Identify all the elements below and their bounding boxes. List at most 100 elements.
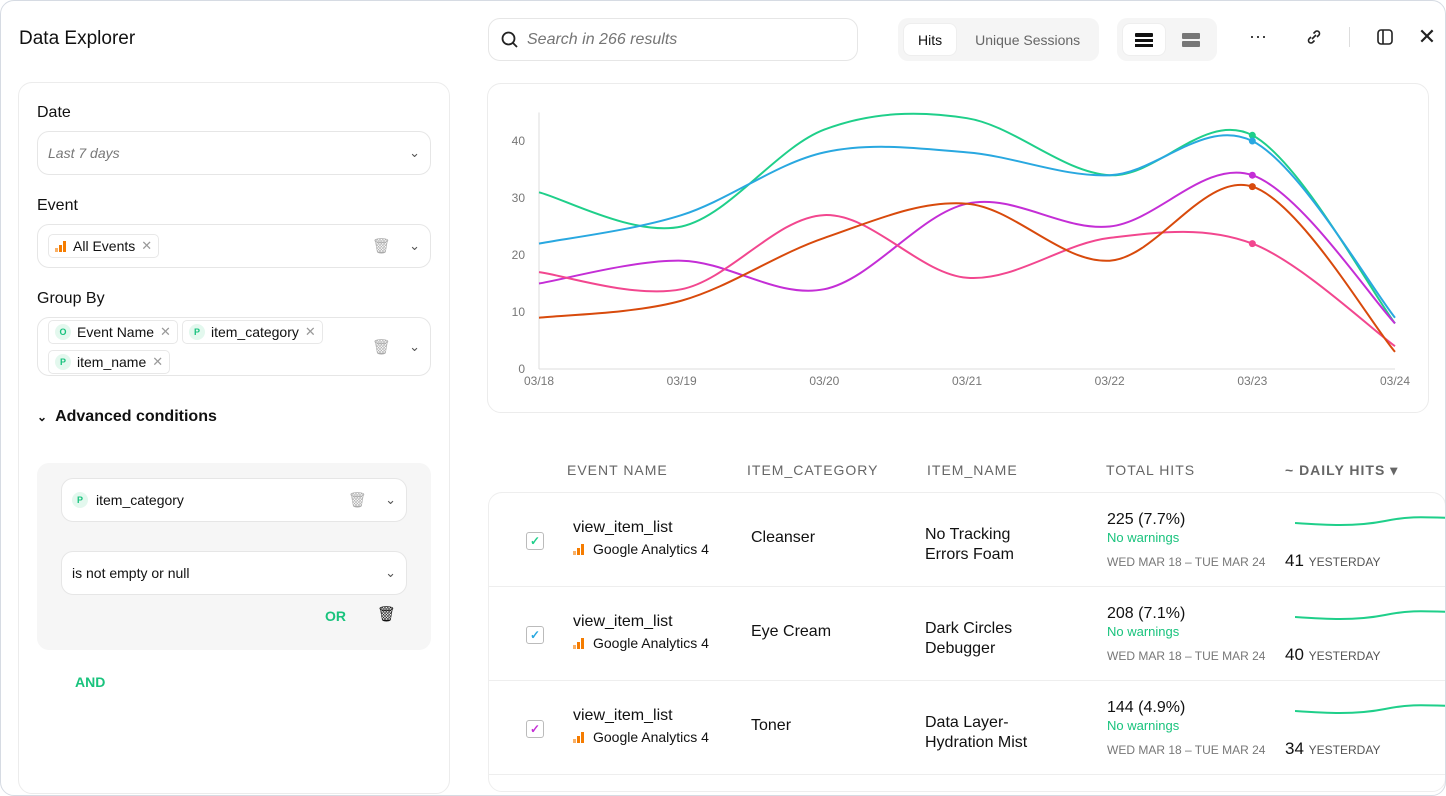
metric-toggle: Hits Unique Sessions <box>898 18 1100 61</box>
group-chip-event-name[interactable]: O Event Name ✕ <box>48 319 178 344</box>
more-icon[interactable]: ··· <box>1249 25 1267 46</box>
remove-icon[interactable]: ✕ <box>152 353 164 369</box>
search-icon <box>501 31 518 48</box>
condition-property-select[interactable]: P item_category 🗑 ⌄ <box>61 478 407 522</box>
yesterday-hits: 40 YESTERDAY <box>1285 645 1380 665</box>
and-button[interactable]: AND <box>75 674 106 690</box>
tab-unique-sessions[interactable]: Unique Sessions <box>975 31 1081 48</box>
remove-icon[interactable]: ✕ <box>304 323 316 339</box>
table-row[interactable]: ✓ view_item_list Google Analytics 4 Eye … <box>489 586 1445 679</box>
google-analytics-icon <box>55 240 67 252</box>
total-hits: 225 (7.7%) <box>1107 511 1186 528</box>
close-icon[interactable]: ✕ <box>1417 24 1437 49</box>
series-line-2 <box>538 171 1396 325</box>
view-toggle <box>1117 18 1217 61</box>
row-checkbox[interactable]: ✓ <box>526 532 544 550</box>
search-input[interactable] <box>527 30 827 49</box>
delete-condition-icon[interactable]: 🗑 <box>377 606 397 623</box>
yesterday-hits: 41 YESTERDAY <box>1285 551 1380 571</box>
row-checkbox[interactable]: ✓ <box>526 720 544 738</box>
x-tick-label: 03/18 <box>524 374 554 388</box>
sidebar-toggle-icon[interactable] <box>1370 22 1400 52</box>
item-category: Cleanser <box>751 529 816 546</box>
list-compact-icon <box>1135 32 1153 47</box>
expanded-view-button[interactable] <box>1170 23 1212 56</box>
y-tick-label: 30 <box>512 191 526 205</box>
date-range: WED MAR 18 – TUE MAR 24 <box>1107 555 1266 569</box>
condition-operator-select[interactable]: is not empty or null ⌄ <box>61 551 407 595</box>
chevron-down-icon: ⌄ <box>37 410 48 424</box>
y-tick-label: 40 <box>512 134 526 148</box>
item-category: Eye Cream <box>751 623 832 640</box>
badge-icon: P <box>188 323 205 340</box>
date-select[interactable]: Last 7 days ⌄ <box>37 131 431 175</box>
yesterday-value: 41 <box>1285 551 1304 570</box>
event-chip[interactable]: All Events ✕ <box>48 234 160 258</box>
trash-icon[interactable]: 🗑 <box>372 338 392 356</box>
item-name: No Tracking Errors Foam <box>925 526 1014 563</box>
tab-hits[interactable]: Hits <box>903 23 958 56</box>
row-checkbox[interactable]: ✓ <box>526 626 544 644</box>
yesterday-label: YESTERDAY <box>1308 555 1381 569</box>
column-header-item-name[interactable]: ITEM_NAME <box>927 462 1018 478</box>
yesterday-label: YESTERDAY <box>1308 649 1381 663</box>
warnings-status: No warnings <box>1107 718 1180 733</box>
chevron-down-icon[interactable]: ⌄ <box>385 492 396 507</box>
event-name: view_item_list <box>573 519 673 536</box>
advanced-conditions-toggle[interactable]: ⌄ Advanced conditions <box>37 408 217 426</box>
item-name: Dark Circles Debugger <box>925 620 1013 657</box>
google-analytics-icon <box>573 731 585 743</box>
event-source: Google Analytics 4 <box>573 729 709 745</box>
trash-icon[interactable]: 🗑 <box>348 492 368 509</box>
list-expanded-icon <box>1182 32 1200 47</box>
chevron-down-icon[interactable]: ⌄ <box>409 338 420 354</box>
column-header-total-hits[interactable]: TOTAL HITS <box>1106 462 1196 478</box>
table-row[interactable]: ✓ view_item_list Google Analytics 4 Tone… <box>489 680 1445 773</box>
date-range: WED MAR 18 – TUE MAR 24 <box>1107 743 1266 757</box>
chevron-down-icon[interactable]: ⌄ <box>385 565 396 580</box>
series-line-4 <box>538 183 1396 353</box>
condition-group: P item_category 🗑 ⌄ is not empty or null … <box>37 463 431 650</box>
item-name: Data Layer-Hydration Mist <box>925 714 1028 751</box>
link-icon[interactable] <box>1299 22 1329 52</box>
date-range: WED MAR 18 – TUE MAR 24 <box>1107 649 1266 663</box>
yesterday-value: 34 <box>1285 739 1304 758</box>
table-row[interactable]: ✓ view_item_list Google Analytics 4 Clea… <box>489 493 1445 585</box>
series-line-1 <box>538 134 1396 319</box>
date-label: Date <box>37 104 71 121</box>
warnings-status: No warnings <box>1107 530 1180 545</box>
column-header-event-name[interactable]: EVENT NAME <box>567 462 668 478</box>
remove-icon[interactable]: ✕ <box>160 323 171 339</box>
y-tick-label: 10 <box>512 305 526 319</box>
event-select[interactable]: All Events ✕ 🗑 ⌄ <box>37 224 431 268</box>
series-point-0 <box>1248 131 1256 139</box>
source-label: Google Analytics 4 <box>593 635 709 651</box>
x-tick-label: 03/20 <box>809 374 839 388</box>
chevron-down-icon[interactable]: ⌄ <box>409 238 420 253</box>
trash-icon[interactable]: 🗑 <box>372 238 392 255</box>
column-header-daily-hits[interactable]: ~ DAILY HITS ▾ <box>1285 462 1399 478</box>
chart-card: 0 10 20 30 40 03/18 03/19 03/20 03/21 03/22 03/23 0… <box>487 83 1429 413</box>
yesterday-label: YESTERDAY <box>1308 743 1381 757</box>
total-hits: 144 (4.9%) <box>1107 699 1186 716</box>
series-line-3 <box>538 214 1396 348</box>
y-tick-label: 0 <box>518 362 525 376</box>
badge-icon: P <box>55 353 71 370</box>
or-button[interactable]: OR <box>325 608 346 624</box>
remove-icon[interactable]: ✕ <box>141 238 153 253</box>
table-row[interactable] <box>489 774 1445 791</box>
date-value: Last 7 days <box>48 145 120 161</box>
group-by-label: Group By <box>37 290 105 307</box>
x-tick-label: 03/24 <box>1380 374 1410 388</box>
x-tick-label: 03/19 <box>667 374 697 388</box>
page-title: Data Explorer <box>19 28 136 49</box>
column-header-item-category[interactable]: ITEM_CATEGORY <box>747 462 879 478</box>
search-box[interactable] <box>488 18 858 61</box>
badge-icon: P <box>72 492 88 508</box>
filter-panel: Date Last 7 days ⌄ Event All Events ✕ 🗑 ⌄ … <box>18 82 450 794</box>
event-name: view_item_list <box>573 707 673 724</box>
compact-view-button[interactable] <box>1122 23 1166 56</box>
